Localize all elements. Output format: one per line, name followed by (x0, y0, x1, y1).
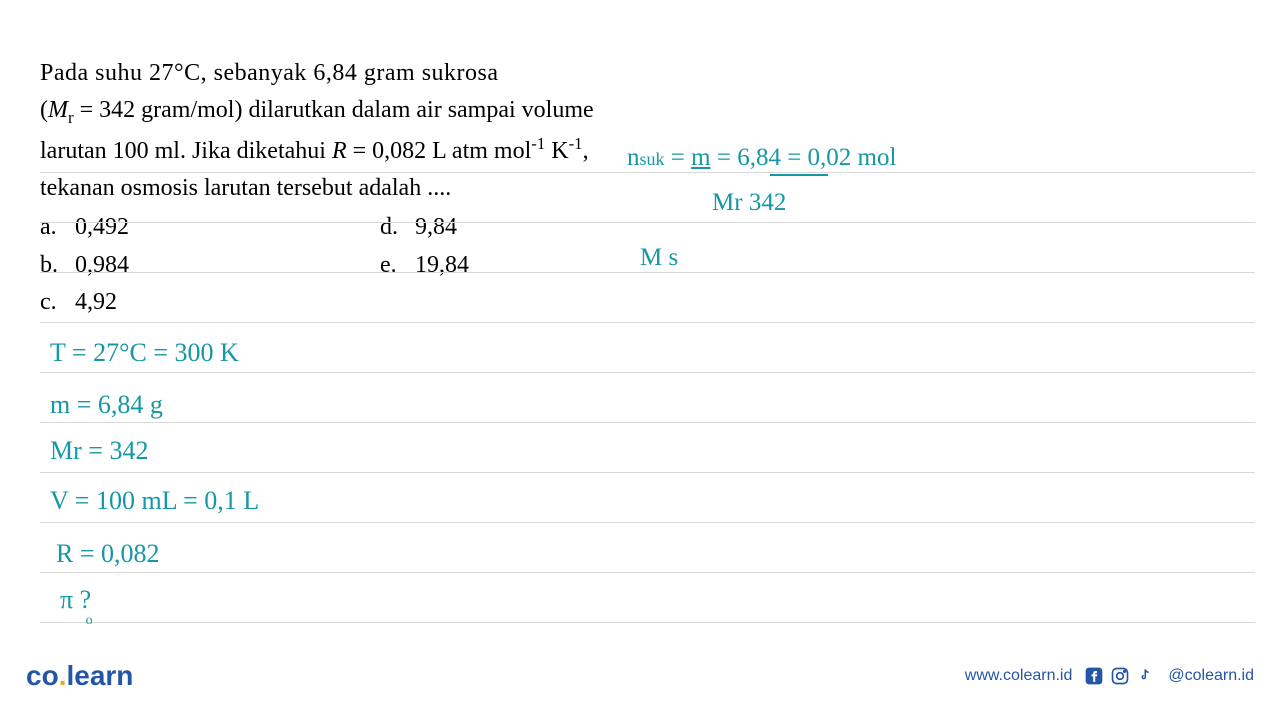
hw-pi-symbol: π (60, 585, 73, 614)
colearn-logo: co.learn (26, 660, 133, 692)
hw-mr-denom: Mr (712, 189, 743, 216)
logo-co: co (26, 660, 59, 691)
logo-learn: learn (66, 660, 133, 691)
handwriting-left-r: R = 0,082 (56, 539, 160, 569)
hw-684: 6,84 (737, 144, 781, 171)
handwriting-right-line2: Mr 342 (712, 190, 786, 215)
problem-line2-prefix: ( (40, 97, 48, 123)
hw-342-denom: 342 (743, 189, 787, 216)
hw-dot-icon: o (86, 613, 93, 629)
problem-line3c: K (545, 138, 568, 164)
social-icons (1084, 666, 1156, 686)
hw-eq1: = (665, 144, 692, 171)
hw-ms: M s (640, 244, 678, 271)
footer-right: www.colearn.id @colearn.id (965, 666, 1254, 686)
problem-r-symbol: R (332, 138, 347, 164)
hw-eq2: = (711, 144, 738, 171)
problem-line3d: , (583, 138, 589, 164)
problem-mr-symbol: M (48, 97, 68, 123)
hw-result: = 0,02 mol (781, 144, 897, 171)
fraction-bar-icon (770, 174, 828, 176)
page-footer: co.learn www.colearn.id @colearn.id (0, 656, 1280, 696)
footer-url: www.colearn.id (965, 667, 1073, 685)
footer-handle: @colearn.id (1168, 667, 1254, 685)
facebook-icon (1084, 666, 1104, 686)
hw-suk: suk (640, 149, 665, 169)
handwriting-left-volume: V = 100 mL = 0,1 L (50, 486, 259, 516)
handwriting-right-line1: nsuk = m = 6,84 = 0,02 mol (627, 145, 896, 170)
handwriting-right-line3: M s (640, 245, 678, 270)
hw-n: n (627, 144, 640, 171)
hw-question-mark: ? o (80, 585, 92, 615)
problem-line1: Pada suhu 27°C, sebanyak 6,84 gram sukro… (40, 60, 499, 86)
problem-line3a: larutan 100 ml. Jika diketahui (40, 138, 332, 164)
problem-line2-after: = 342 gram/mol) dilarutkan dalam air sam… (74, 97, 594, 123)
ruled-paper-lines (40, 172, 1255, 622)
handwriting-left-pi: π ? o (60, 585, 91, 615)
instagram-icon (1110, 666, 1130, 686)
handwriting-left-mass: m = 6,84 g (50, 390, 163, 420)
handwriting-left-temp: T = 27°C = 300 K (50, 338, 239, 368)
handwriting-left-mr: Mr = 342 (50, 436, 148, 466)
hw-m: m (691, 144, 710, 171)
problem-sup1: -1 (531, 134, 545, 153)
problem-sup2: -1 (569, 134, 583, 153)
problem-line3b: = 0,082 L atm mol (347, 138, 532, 164)
tiktok-icon (1136, 666, 1156, 686)
